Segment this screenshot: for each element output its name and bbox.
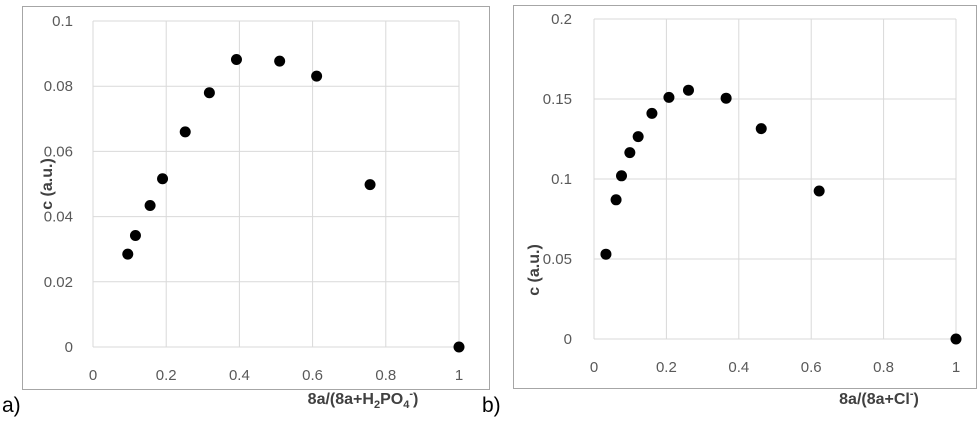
x-tick-label: 1 [952,359,960,376]
y-tick-labels: 0 0.02 0.04 0.06 0.08 0.1 [44,13,73,356]
x-axis-label-part: PO [380,391,403,408]
gridlines [92,20,460,348]
data-point [230,53,242,65]
chart-frame [22,6,490,390]
x-axis-label: 8a/(8a+Cl-) [839,388,919,408]
x-axis-label-part: 2 [374,399,380,411]
x-tick-label: 0.8 [375,367,396,384]
x-axis-label-part: 8a/(8a+H [308,391,374,408]
y-tick-label: 0.06 [44,143,73,160]
data-point [453,341,465,353]
x-axis-label-part: 8a/(8a+Cl [839,391,910,408]
data-point [144,200,156,212]
x-tick-label: 0 [89,367,97,384]
y-tick-label: 0.05 [543,251,572,268]
y-tick-labels: 0 0.05 0.1 0.15 0.2 [543,11,572,348]
y-axis-label: c (a.u.) [526,244,543,296]
y-tick-label: 0.08 [44,78,73,95]
x-tick-label: 0.6 [801,359,822,376]
chart-panel-a: 0 0.2 0.4 0.6 0.8 1 0 0.02 0.04 0.06 0.08 0.1 c (a.u… [2,6,490,417]
gridlines [593,18,957,340]
x-tick-label: 0.4 [229,367,250,384]
x-axis-label-part: - [409,388,413,400]
x-axis-label-part: ) [413,391,418,408]
x-tick-label: 0.4 [728,359,749,376]
data-point [274,55,286,67]
y-tick-label: 0.04 [44,209,73,226]
y-tick-label: 0.02 [44,274,73,291]
data-point [632,131,644,143]
data-point [813,185,825,197]
y-tick-label: 0.2 [551,11,572,28]
data-point [682,84,694,96]
y-tick-label: 0.1 [551,171,572,188]
y-tick-label: 0 [564,331,572,348]
data-point [157,173,169,185]
chart-frame [513,5,977,389]
data-point [950,333,962,345]
data-point [311,70,323,82]
x-tick-label: 0.6 [302,367,323,384]
data-point [122,248,134,260]
x-axis-label-part: 4 [403,399,410,411]
x-tick-label: 0.2 [656,359,677,376]
data-point [755,123,767,135]
x-axis-label-part: - [910,388,914,400]
data-points [600,84,962,345]
x-tick-label: 0.2 [156,367,177,384]
data-point [129,230,141,242]
x-tick-labels: 0 0.2 0.4 0.6 0.8 1 [89,367,463,384]
scatter-chart-b: 0 0.2 0.4 0.6 0.8 1 0 0.05 0.1 0.15 0.2 c (a.u.) 8a/… [526,11,962,408]
x-tick-label: 0.8 [873,359,894,376]
y-tick-label: 0.1 [52,13,73,30]
scatter-chart-a: 0 0.2 0.4 0.6 0.8 1 0 0.02 0.04 0.06 0.08 0.1 c (a.u… [39,13,465,411]
chart-panel-b: 0 0.2 0.4 0.6 0.8 1 0 0.05 0.1 0.15 0.2 c (a.u.) 8a/… [482,0,979,422]
data-point [663,91,675,103]
panel-label-a: a) [2,394,21,417]
data-points [122,53,465,353]
x-tick-label: 1 [455,367,463,384]
data-point [600,248,612,260]
panel-label-b: b) [482,394,501,417]
x-axis-label-part: ) [914,391,919,408]
data-point [179,126,191,138]
data-point [610,194,622,206]
data-point [720,92,732,104]
data-point [624,147,636,159]
data-point [646,107,658,119]
data-point [616,170,628,182]
y-tick-label: 0.15 [543,91,572,108]
y-axis-label: c (a.u.) [39,158,56,210]
y-tick-label: 0 [65,339,73,356]
x-tick-labels: 0 0.2 0.4 0.6 0.8 1 [590,359,960,376]
x-axis-label: 8a/(8a+H2PO4-) [308,388,419,411]
data-point [364,179,376,191]
x-tick-label: 0 [590,359,598,376]
data-point [203,87,215,99]
